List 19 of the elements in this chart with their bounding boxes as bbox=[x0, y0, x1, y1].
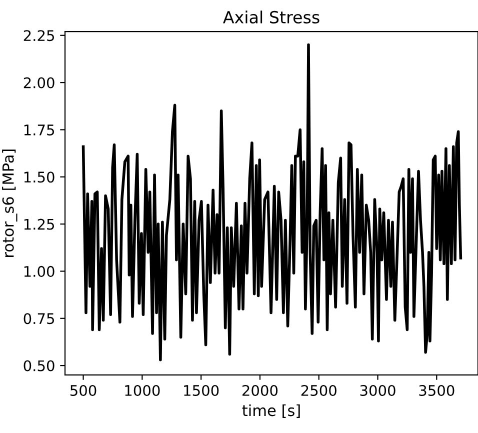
y-tick-label: 0.50 bbox=[24, 360, 54, 372]
y-tick-label: 1.50 bbox=[24, 172, 54, 183]
y-tick-label: 1.00 bbox=[24, 266, 54, 277]
x-tick-label: 3000 bbox=[360, 384, 396, 396]
x-tick-label: 500 bbox=[70, 384, 96, 396]
x-tick-label: 1000 bbox=[125, 384, 160, 396]
y-tick-label: 2.00 bbox=[24, 77, 54, 88]
line-series bbox=[82, 43, 462, 362]
y-tick-label: 1.25 bbox=[24, 218, 54, 230]
chart-title: Axial Stress bbox=[223, 10, 320, 24]
x-axis-title: time [s] bbox=[242, 404, 300, 418]
x-tick-label: 2000 bbox=[242, 384, 278, 396]
y-tick-label: 1.75 bbox=[24, 124, 54, 136]
y-tick-label: 0.75 bbox=[24, 313, 54, 324]
x-tick-label: 1500 bbox=[184, 384, 219, 396]
x-tick-label: 2500 bbox=[301, 384, 336, 396]
y-axis-title: rotor_s6 [MPa] bbox=[2, 150, 18, 257]
x-tick-label: 3500 bbox=[419, 384, 454, 396]
y-tick-label: 2.25 bbox=[24, 30, 54, 42]
